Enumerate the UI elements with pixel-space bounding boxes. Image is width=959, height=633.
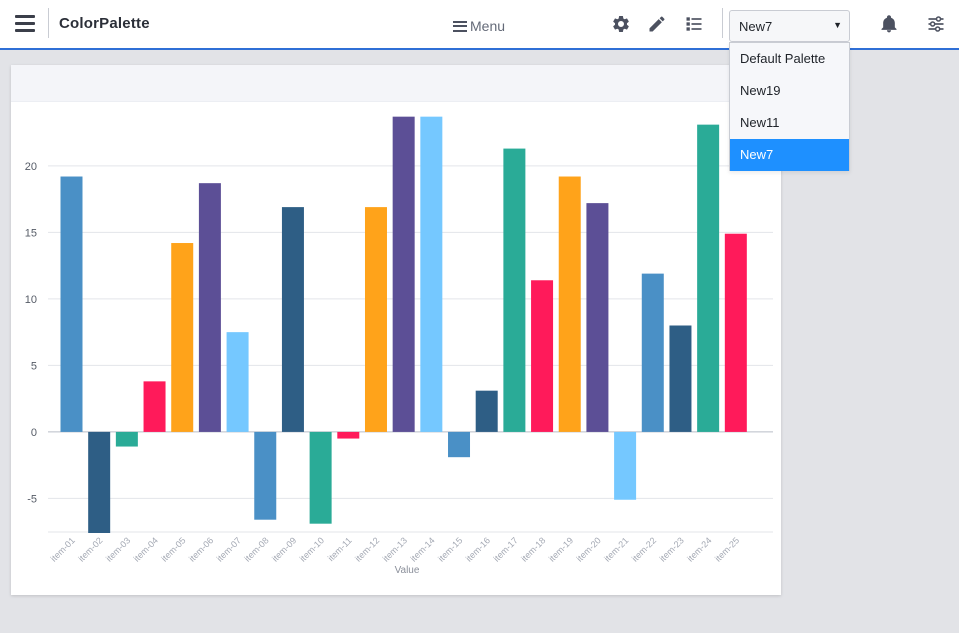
bell-icon[interactable] (879, 14, 899, 34)
x-tick-label: item-07 (215, 535, 243, 563)
y-tick-label: 20 (25, 161, 37, 173)
bar (88, 431, 111, 533)
toolbar-divider (48, 8, 49, 38)
y-tick-label: -5 (27, 493, 37, 505)
x-tick-label: item-05 (159, 535, 187, 563)
x-tick-label: item-13 (381, 535, 409, 563)
bar (115, 431, 138, 447)
y-tick-label: 0 (31, 427, 37, 439)
menu-button[interactable]: Menu (453, 17, 505, 35)
x-tick-label: item-20 (575, 535, 603, 563)
bar (475, 390, 498, 432)
x-tick-label: item-01 (49, 535, 77, 563)
bar (697, 124, 720, 432)
bar (420, 116, 443, 432)
bar (503, 148, 526, 432)
x-tick-label: item-17 (491, 535, 519, 563)
gear-icon[interactable] (611, 14, 631, 34)
palette-option-selected[interactable]: New7 (730, 139, 849, 171)
x-tick-label: item-14 (408, 535, 436, 563)
x-tick-label: item-16 (464, 535, 492, 563)
x-tick-label: item-24 (685, 535, 713, 563)
palette-option[interactable]: New19 (740, 83, 781, 98)
bar (586, 203, 609, 432)
x-tick-label: item-18 (519, 535, 547, 563)
x-tick-label: item-23 (658, 535, 686, 563)
palette-select[interactable]: New7 ▼ (729, 10, 850, 42)
bar (309, 431, 332, 524)
bar (448, 431, 471, 458)
palette-option[interactable]: New11 (740, 115, 780, 130)
menu-icon (453, 20, 467, 32)
caret-down-icon: ▼ (833, 20, 842, 30)
y-tick-label: 5 (31, 360, 37, 372)
bar (364, 207, 387, 432)
bar (171, 243, 194, 432)
x-tick-label: item-21 (602, 535, 630, 563)
toolbar-divider (722, 8, 723, 38)
x-tick-label: item-15 (436, 535, 464, 563)
bar (641, 273, 664, 432)
bar (558, 176, 581, 432)
bar (254, 431, 277, 520)
chart-card: -5 0 5 10 15 20 item-01 item-02 item-03 item-04 it… (11, 65, 781, 595)
x-tick-label: item-04 (132, 535, 160, 563)
menu-label: Menu (470, 18, 506, 34)
x-tick-label: item-02 (76, 535, 104, 563)
bar (198, 183, 221, 432)
bar (392, 116, 415, 432)
palette-option[interactable]: Default Palette (740, 51, 826, 66)
bar (60, 176, 83, 432)
hamburger-icon[interactable] (15, 15, 35, 33)
bar (337, 431, 360, 439)
x-tick-label: item-08 (242, 535, 270, 563)
x-tick-label: item-11 (326, 535, 354, 563)
palette-dropdown: Default Palette New19 New11 New7 (729, 42, 850, 171)
bar (226, 332, 249, 432)
top-toolbar: ColorPalette Menu New7 ▼ (0, 0, 959, 50)
x-tick-label: item-25 (713, 535, 741, 563)
bar (724, 233, 747, 432)
pencil-icon[interactable] (647, 14, 667, 34)
palette-select-value: New7 (739, 19, 773, 34)
x-tick-label: item-09 (270, 535, 298, 563)
bar (669, 325, 692, 432)
y-tick-label: 10 (25, 294, 37, 306)
bar (614, 431, 637, 500)
list-icon[interactable] (684, 14, 704, 34)
bar (281, 207, 304, 432)
x-tick-label: item-12 (353, 535, 381, 563)
x-axis-title: Value (395, 565, 420, 576)
x-tick-label: item-10 (298, 535, 326, 563)
bar (531, 280, 554, 432)
x-tick-label: item-22 (630, 535, 658, 563)
x-tick-label: item-03 (104, 535, 132, 563)
bar (143, 381, 166, 432)
y-tick-label: 15 (25, 227, 37, 239)
x-tick-label: item-06 (187, 535, 215, 563)
app-title: ColorPalette (59, 15, 150, 32)
sliders-icon[interactable] (926, 14, 946, 34)
card-header (11, 65, 781, 102)
x-tick-label: item-19 (547, 535, 575, 563)
